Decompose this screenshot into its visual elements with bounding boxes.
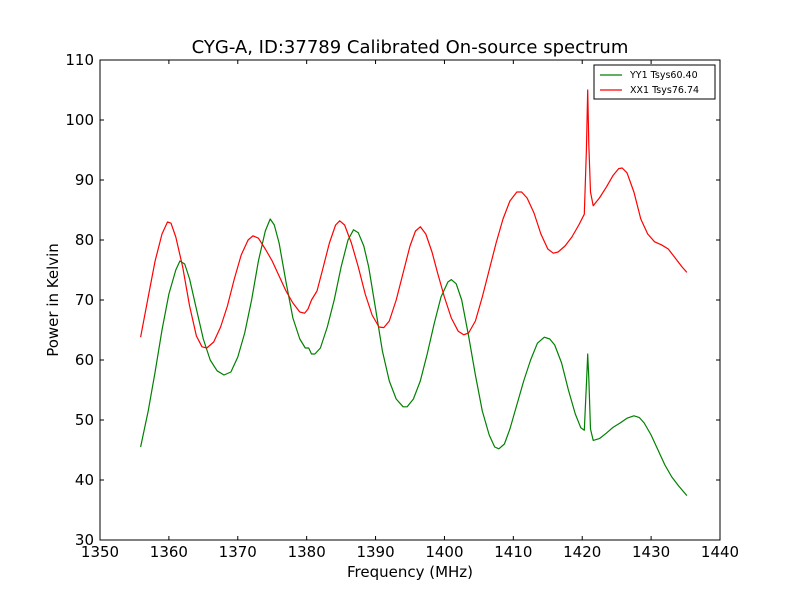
y-tick-label: 90 xyxy=(75,171,94,189)
legend-label-yy1: YY1 Tsys60.40 xyxy=(629,70,698,81)
series-line-xx1 xyxy=(140,89,688,349)
x-axis-label: Frequency (MHz) xyxy=(347,563,473,581)
x-tick-label: 1420 xyxy=(563,543,601,561)
chart-title: CYG-A, ID:37789 Calibrated On-source spe… xyxy=(192,37,629,58)
x-tick-label: 1400 xyxy=(425,543,463,561)
ticks-group: 1350 1360 1370 1380 1390 1400 1410 1420 1430 1440… xyxy=(65,51,739,561)
x-tick-label: 1350 xyxy=(81,543,119,561)
series-group xyxy=(140,89,688,496)
y-axis-label: Power in Kelvin xyxy=(44,243,62,357)
series-line-yy1 xyxy=(140,218,688,496)
legend-box xyxy=(593,64,716,100)
x-tick-label: 1370 xyxy=(219,543,257,561)
x-tick-label: 1390 xyxy=(356,543,394,561)
x-tick-label: 1410 xyxy=(494,543,532,561)
x-tick-label: 1380 xyxy=(288,543,326,561)
y-tick-label: 50 xyxy=(75,411,94,429)
legend-label-xx1: XX1 Tsys76.74 xyxy=(630,85,699,96)
y-tick-label: 100 xyxy=(65,111,94,129)
x-tick-label: 1440 xyxy=(701,543,739,561)
y-tick-label: 110 xyxy=(65,51,94,69)
y-tick-label: 80 xyxy=(75,231,94,249)
y-tick-label: 70 xyxy=(75,291,94,309)
y-tick-label: 30 xyxy=(75,531,94,549)
y-tick-label: 60 xyxy=(75,351,94,369)
x-tick-label: 1430 xyxy=(632,543,670,561)
y-tick-label: 40 xyxy=(75,471,94,489)
legend: YY1 Tsys60.40 XX1 Tsys76.74 xyxy=(593,64,716,100)
plot-area: 1350 1360 1370 1380 1390 1400 1410 1420 1430 1440… xyxy=(65,51,739,561)
x-tick-label: 1360 xyxy=(150,543,188,561)
